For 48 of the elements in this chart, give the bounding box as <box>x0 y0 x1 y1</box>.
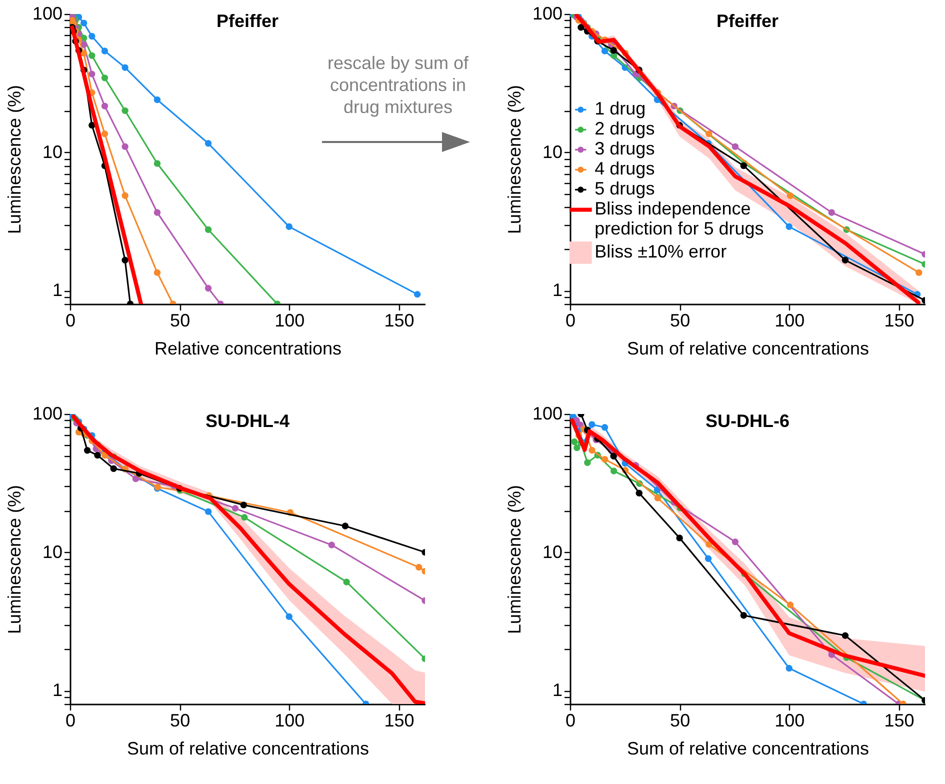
legend-label: 5 drugs <box>594 178 655 199</box>
y-tick-label: 10 <box>542 542 562 562</box>
y-axis-title: Luminescence (%) <box>4 484 24 634</box>
x-axis-title: Sum of relative concentrations <box>626 738 870 758</box>
x-tick-label: 150 <box>384 310 414 330</box>
x-tick-label: 100 <box>274 710 305 730</box>
y-axis-title: Luminescence (%) <box>504 484 524 634</box>
x-tick-label: 150 <box>384 710 414 730</box>
x-axis-title: Sum of relative concentrations <box>626 338 870 358</box>
x-tick-label: 0 <box>65 310 76 330</box>
annotation: Bliss ±10% error <box>594 242 727 262</box>
y-tick-label: 1 <box>52 280 62 300</box>
x-axis-title: Relative concentrations <box>154 338 342 358</box>
chart-title: Pfeiffer <box>716 11 779 31</box>
y-axis-title: Luminescence (%) <box>4 84 24 234</box>
y-tick-label: 100 <box>532 4 562 24</box>
x-tick-label: 0 <box>565 310 576 330</box>
x-tick-label: 150 <box>884 310 914 330</box>
y-tick-label: 10 <box>542 142 562 162</box>
x-axis-title: Sum of relative concentrations <box>126 738 370 758</box>
y-tick-label: 1 <box>552 280 562 300</box>
x-tick-label: 50 <box>670 710 690 730</box>
y-axis-title: Luminescence (%) <box>504 84 524 234</box>
y-tick-label: 10 <box>42 142 62 162</box>
x-tick-label: 0 <box>565 710 576 730</box>
annotation: rescale by sum of concentrations in drug mixtures <box>326 52 470 118</box>
chart-title: SU-DHL-4 <box>206 411 290 431</box>
legend-label: Bliss independence prediction for 5 drugs <box>594 198 764 239</box>
x-tick-label: 100 <box>774 310 805 330</box>
y-tick-label: 100 <box>32 404 62 424</box>
x-tick-label: 0 <box>65 710 76 730</box>
x-tick-label: 100 <box>774 710 805 730</box>
x-tick-label: 50 <box>170 310 190 330</box>
x-tick-label: 100 <box>274 310 305 330</box>
y-tick-label: 1 <box>552 680 562 700</box>
x-tick-label: 50 <box>170 710 190 730</box>
chart-title: Pfeiffer <box>216 11 279 31</box>
y-tick-label: 1 <box>52 680 62 700</box>
x-tick-label: 150 <box>884 710 914 730</box>
x-tick-label: 50 <box>670 310 690 330</box>
legend-label: 2 drugs <box>594 118 655 139</box>
legend-label: 4 drugs <box>594 158 655 179</box>
y-tick-label: 100 <box>532 404 562 424</box>
y-tick-label: 10 <box>42 542 62 562</box>
legend-label: 3 drugs <box>594 138 655 159</box>
legend-label: 1 drug <box>594 98 646 119</box>
chart-title: SU-DHL-6 <box>706 411 790 431</box>
y-tick-label: 100 <box>32 4 62 24</box>
